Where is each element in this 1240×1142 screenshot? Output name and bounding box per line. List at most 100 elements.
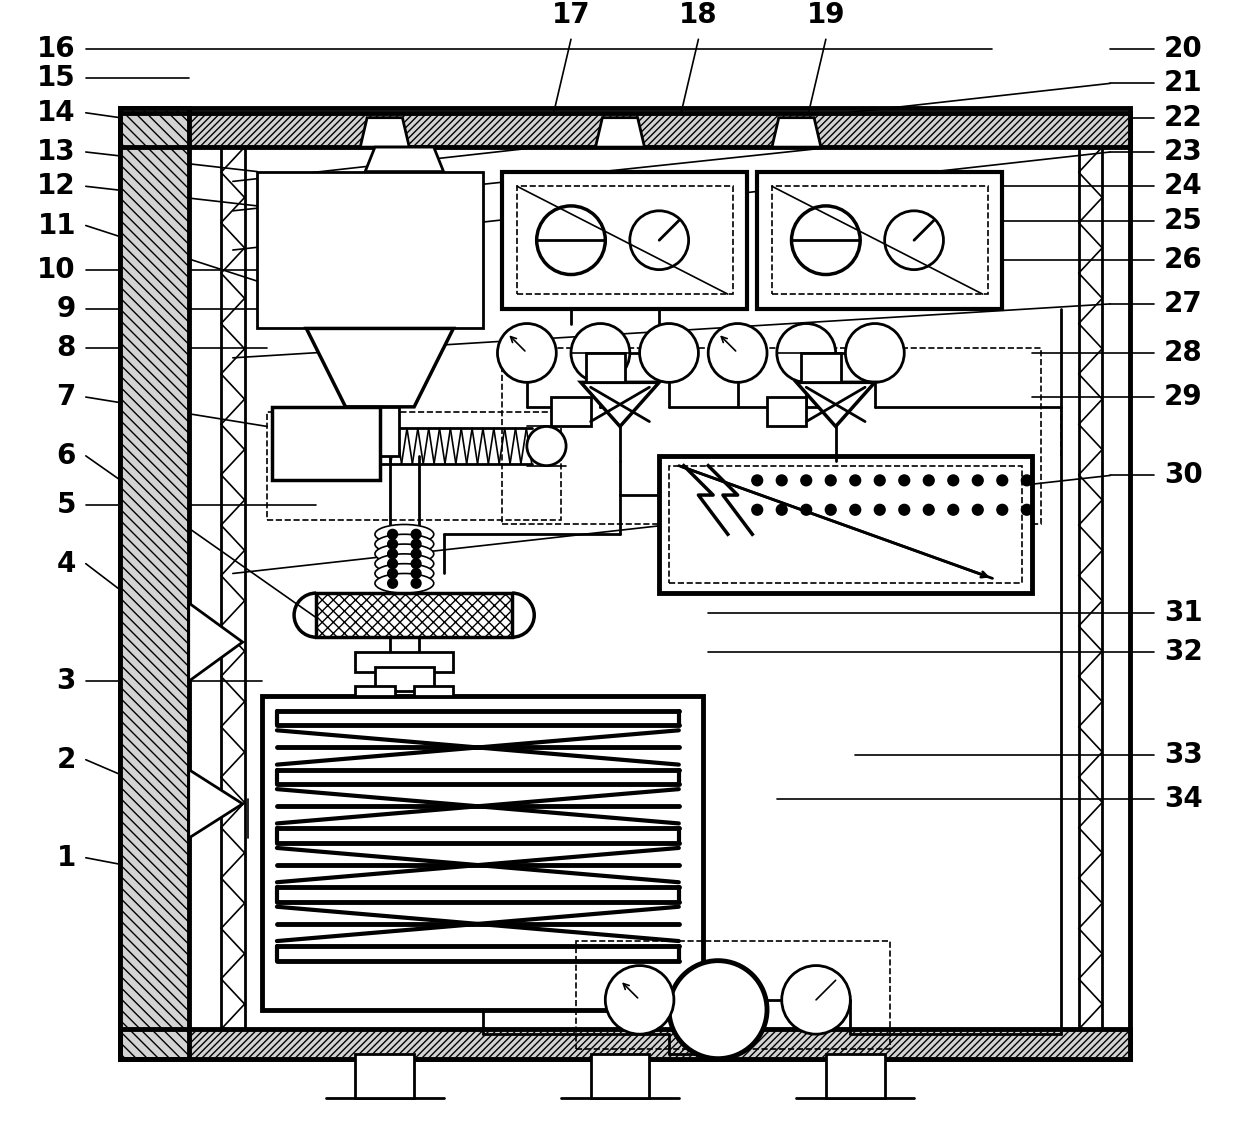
Bar [258, 171, 482, 329]
Text: 14: 14 [37, 99, 76, 127]
Circle shape [708, 323, 768, 383]
Bar [316, 593, 512, 637]
Bar [262, 695, 703, 1010]
Circle shape [412, 539, 422, 549]
Text: 16: 16 [37, 35, 76, 63]
Polygon shape [188, 603, 243, 682]
Circle shape [776, 505, 787, 515]
Bar [414, 686, 454, 695]
Circle shape [874, 505, 885, 515]
Polygon shape [306, 329, 454, 407]
Bar [356, 1054, 414, 1097]
Circle shape [640, 323, 698, 383]
Bar [773, 186, 987, 295]
Circle shape [874, 475, 885, 485]
Bar [590, 1054, 650, 1097]
Circle shape [947, 505, 959, 515]
Circle shape [412, 569, 422, 578]
Circle shape [826, 505, 836, 515]
Bar [361, 407, 399, 456]
Circle shape [1022, 475, 1032, 485]
Text: 11: 11 [37, 211, 76, 240]
Bar [502, 348, 1042, 524]
Circle shape [972, 505, 983, 515]
Bar [356, 652, 454, 671]
Circle shape [412, 549, 422, 558]
Circle shape [630, 211, 688, 270]
Ellipse shape [374, 544, 434, 564]
Text: 28: 28 [1164, 339, 1203, 367]
Circle shape [388, 530, 398, 539]
Bar [272, 407, 379, 481]
Polygon shape [580, 383, 660, 426]
Text: 29: 29 [1164, 383, 1203, 411]
Bar [267, 412, 562, 520]
Circle shape [947, 475, 959, 485]
Text: 12: 12 [37, 172, 76, 200]
Ellipse shape [374, 573, 434, 593]
Ellipse shape [374, 534, 434, 554]
Text: 23: 23 [1164, 138, 1203, 166]
Text: 31: 31 [1164, 598, 1203, 627]
Circle shape [537, 206, 605, 274]
Circle shape [924, 505, 934, 515]
Circle shape [412, 558, 422, 569]
Ellipse shape [374, 564, 434, 584]
Circle shape [884, 211, 944, 270]
Bar [660, 456, 1032, 593]
Ellipse shape [374, 524, 434, 544]
Circle shape [997, 475, 1008, 485]
Ellipse shape [374, 554, 434, 573]
Text: 22: 22 [1164, 104, 1203, 131]
Text: 17: 17 [552, 1, 590, 30]
Text: 10: 10 [37, 256, 76, 283]
Bar [120, 113, 1130, 147]
Circle shape [776, 323, 836, 383]
Text: 13: 13 [37, 138, 76, 166]
Circle shape [781, 966, 851, 1035]
Circle shape [924, 475, 934, 485]
Bar [120, 113, 1130, 147]
Circle shape [899, 505, 910, 515]
Circle shape [791, 206, 861, 274]
Text: 9: 9 [57, 295, 76, 323]
Text: 5: 5 [57, 491, 76, 518]
Bar [552, 397, 590, 426]
Polygon shape [188, 770, 243, 838]
Bar [120, 1029, 1130, 1059]
Text: 20: 20 [1164, 35, 1203, 63]
Circle shape [412, 530, 422, 539]
Text: 32: 32 [1164, 638, 1203, 666]
Text: 2: 2 [57, 746, 76, 774]
Bar [801, 353, 841, 383]
Bar [826, 1054, 884, 1097]
Text: 7: 7 [57, 383, 76, 411]
Circle shape [388, 558, 398, 569]
Bar [316, 593, 512, 637]
Circle shape [670, 960, 768, 1059]
Circle shape [751, 505, 763, 515]
Circle shape [846, 323, 904, 383]
Text: 30: 30 [1164, 461, 1203, 490]
Circle shape [801, 475, 812, 485]
Bar [120, 107, 188, 1059]
Circle shape [497, 323, 557, 383]
Polygon shape [365, 147, 444, 171]
Circle shape [899, 475, 910, 485]
Circle shape [605, 966, 673, 1035]
Polygon shape [595, 118, 645, 147]
Bar [502, 171, 748, 308]
Circle shape [388, 549, 398, 558]
Circle shape [1022, 505, 1032, 515]
Circle shape [776, 475, 787, 485]
Bar [374, 667, 434, 691]
Bar [120, 107, 1130, 1059]
Circle shape [412, 578, 422, 588]
Text: 33: 33 [1164, 741, 1203, 769]
Bar [575, 941, 889, 1048]
Bar [356, 686, 394, 695]
Text: 3: 3 [57, 667, 76, 695]
Bar [517, 186, 733, 295]
Circle shape [388, 569, 398, 578]
Text: 8: 8 [57, 335, 76, 362]
